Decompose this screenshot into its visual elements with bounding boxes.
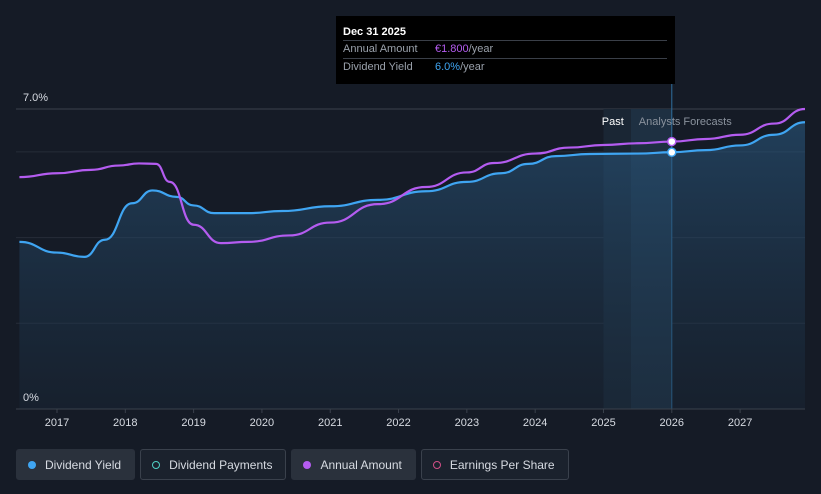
- y-tick-label: 7.0%: [23, 92, 48, 104]
- x-tick-label: 2018: [113, 417, 137, 429]
- tooltip-row-annual-amount: Annual Amount €1.800 /year: [343, 40, 667, 58]
- x-tick-label: 2026: [660, 417, 684, 429]
- past-label: Past: [602, 116, 624, 128]
- tooltip: Dec 31 2025 Annual Amount €1.800 /year D…: [336, 16, 675, 84]
- legend-dividend-payments[interactable]: Dividend Payments: [140, 449, 287, 480]
- y-tick-label: 0%: [23, 392, 39, 404]
- forecast-label: Analysts Forecasts: [639, 116, 732, 128]
- x-tick-label: 2019: [181, 417, 205, 429]
- x-tick-label: 2020: [250, 417, 274, 429]
- tooltip-label: Dividend Yield: [343, 61, 413, 73]
- legend-label: Earnings Per Share: [449, 457, 555, 472]
- x-tick-label: 2025: [591, 417, 615, 429]
- legend-earnings-per-share[interactable]: Earnings Per Share: [420, 449, 569, 480]
- dividend-chart: 7.0% 0% 2017 2018 2019 2020 2021 2022 2023 2024 20…: [16, 84, 806, 429]
- legend: Dividend Yield Dividend Payments Annual …: [16, 449, 569, 480]
- legend-annual-amount[interactable]: Annual Amount: [291, 449, 416, 480]
- legend-dividend-yield[interactable]: Dividend Yield: [16, 449, 136, 480]
- x-tick-label: 2017: [45, 417, 69, 429]
- tooltip-date: Dec 31 2025: [343, 26, 406, 38]
- tooltip-row-dividend-yield: Dividend Yield 6.0% /year: [343, 58, 667, 76]
- legend-label: Annual Amount: [320, 457, 402, 472]
- legend-label: Dividend Yield: [45, 457, 122, 472]
- legend-dot-icon: [432, 460, 441, 469]
- x-tick-label: 2022: [386, 417, 410, 429]
- x-tick-label: 2024: [523, 417, 547, 429]
- legend-label: Dividend Payments: [169, 457, 273, 472]
- dividend-yield-area: [19, 122, 805, 410]
- tooltip-value: 6.0%: [435, 61, 461, 73]
- legend-dot-icon: [152, 460, 161, 469]
- highlight-point: [667, 136, 677, 147]
- tooltip-label: Annual Amount: [343, 43, 418, 55]
- legend-dot-icon: [28, 460, 36, 469]
- x-tick-label: 2027: [728, 417, 752, 429]
- highlight-point: [667, 147, 677, 158]
- tooltip-unit: /year: [468, 43, 494, 55]
- tooltip-value: €1.800: [435, 43, 469, 55]
- x-tick-label: 2023: [455, 417, 479, 429]
- tooltip-unit: /year: [460, 61, 485, 73]
- legend-dot-icon: [303, 460, 312, 469]
- x-tick-label: 2021: [318, 417, 342, 429]
